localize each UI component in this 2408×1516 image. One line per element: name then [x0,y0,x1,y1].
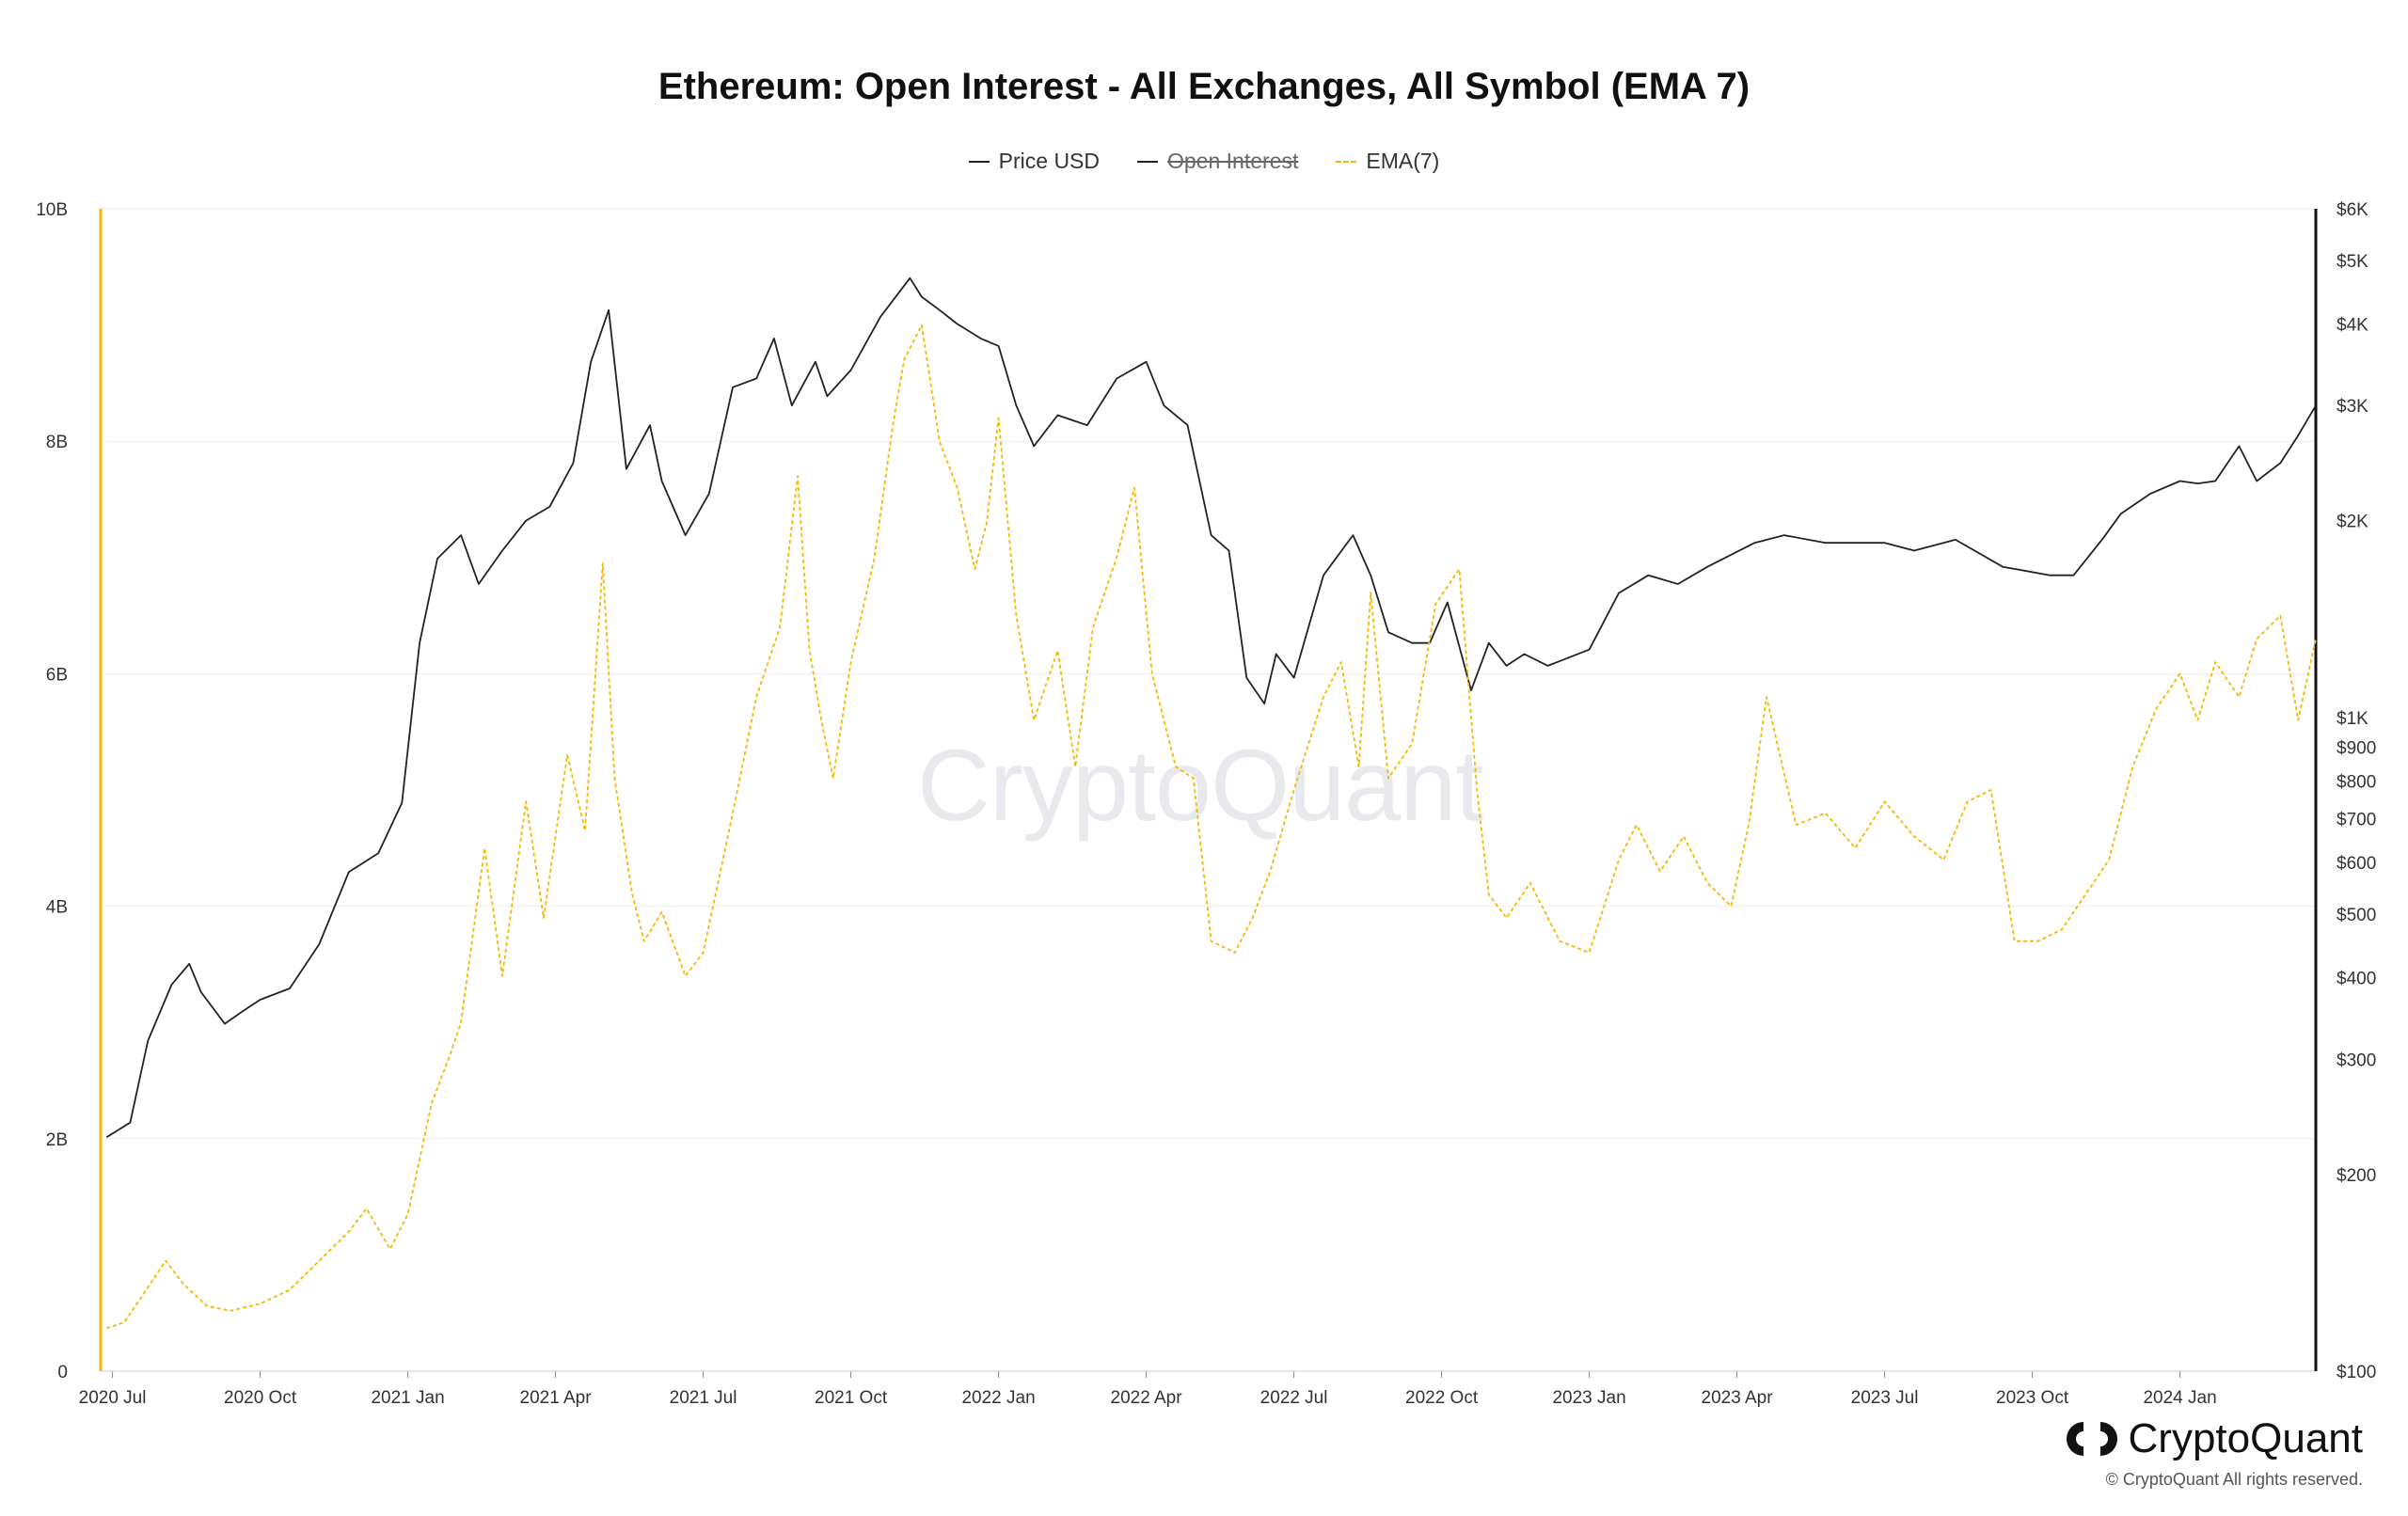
x-tick-label: 2022 Jul [1260,1388,1328,1408]
y-right-tick-label: $900 [2337,739,2376,759]
x-tick-label: 2020 Jul [79,1388,147,1408]
y-right-tick-label: $2K [2337,513,2368,532]
watermark: CryptoQuant [917,728,1483,842]
legend-label-ema: EMA(7) [1366,149,1440,173]
legend-swatch-price [968,160,990,163]
legend: Price USD Open Interest EMA(7) [0,149,2408,174]
x-tick-label: 2023 Oct [1996,1388,2069,1408]
y-left-tick-label: 0 [57,1363,68,1382]
legend-label-price: Price USD [998,149,1101,173]
chart-title: Ethereum: Open Interest - All Exchanges,… [657,66,1751,107]
y-right-tick-label: $300 [2337,1050,2376,1070]
x-tick-label: 2021 Jul [670,1388,737,1408]
legend-item-open-interest[interactable]: Open Interest [1137,149,1298,174]
y-right-tick-label: $400 [2337,970,2376,989]
x-tick-label: 2022 Jan [961,1388,1035,1408]
x-tick-label: 2021 Jan [371,1388,444,1408]
x-tick-label: 2022 Apr [1111,1388,1183,1408]
x-tick-label: 2022 Oct [1405,1388,1479,1408]
y-right-tick-label: $100 [2337,1363,2376,1382]
x-tick-label: 2024 Jan [2143,1388,2216,1408]
y-left-tick-label: 2B [46,1130,68,1150]
brand: CryptoQuant [2065,1415,2363,1462]
y-right-tick-label: $700 [2337,811,2376,830]
y-right-tick-label: $1K [2337,709,2368,729]
legend-item-ema[interactable]: EMA(7) [1336,149,1439,174]
x-tick-label: 2021 Apr [520,1388,593,1408]
ema7-line [106,324,2317,1330]
y-right-tick-label: $600 [2337,854,2376,874]
y-left-tick-label: 4B [46,898,68,918]
legend-swatch-open-interest [1137,160,1159,163]
y-left-tick-label: 8B [46,433,68,452]
brand-name: CryptoQuant [2128,1415,2363,1461]
x-tick-label: 2023 Jan [1552,1388,1625,1408]
y-right-tick-label: $3K [2337,397,2368,417]
y-left-tick-label: 6B [46,665,68,685]
cryptoquant-logo-icon [2066,1422,2117,1456]
y-right-tick-label: $800 [2337,772,2376,792]
y-right-tick-label: $200 [2337,1166,2376,1186]
x-tick-label: 2023 Jul [1851,1388,1919,1408]
y-right-tick-label: $6K [2337,200,2368,220]
y-right-tick-label: $5K [2337,252,2368,272]
copyright: © CryptoQuant All rights reserved. [2105,1470,2363,1489]
y-left-tick-label: 10B [36,200,68,220]
legend-swatch-ema [1336,160,1357,163]
x-tick-label: 2023 Apr [1702,1388,1774,1408]
y-right-tick-label: $500 [2337,906,2376,925]
legend-item-price[interactable]: Price USD [968,149,1101,174]
legend-label-open-interest: Open Interest [1167,149,1299,173]
x-tick-label: 2021 Oct [815,1388,888,1408]
y-right-tick-label: $4K [2337,315,2368,335]
x-tick-label: 2020 Oct [224,1388,297,1408]
price-usd-line [105,276,2317,1138]
